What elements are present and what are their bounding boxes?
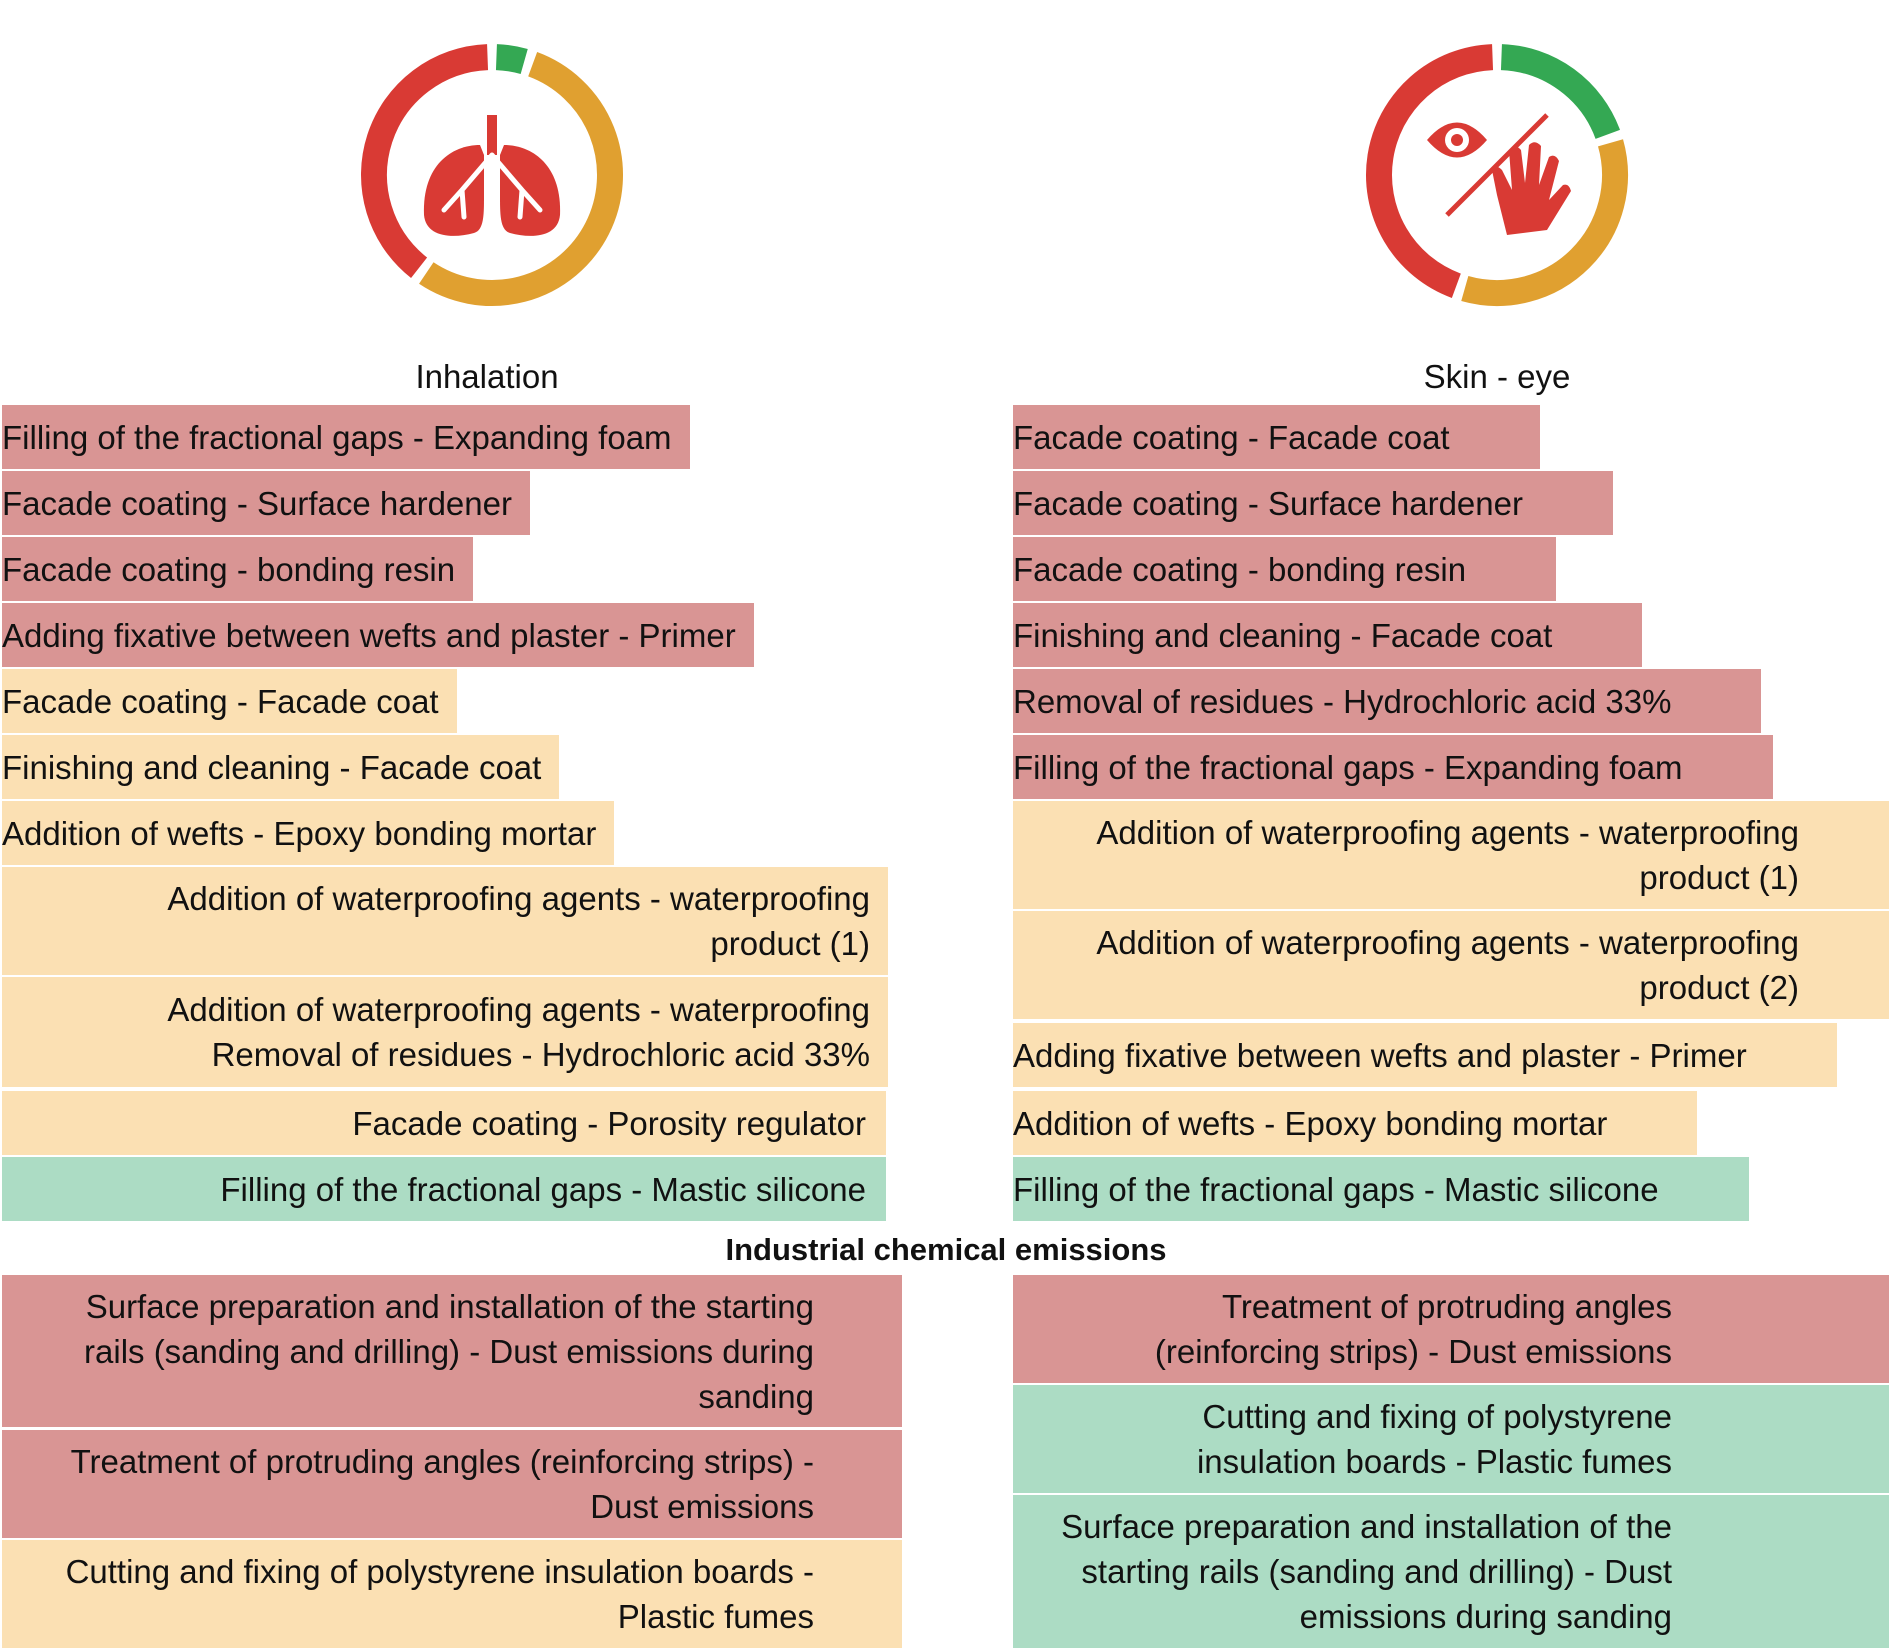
row-text: Adding fixative between wefts and plaste… xyxy=(2,616,736,654)
table-row: Addition of waterproofing agents - water… xyxy=(2,977,888,1087)
table-row: Surface preparation and installation of … xyxy=(1013,1495,1889,1648)
row-text: Addition of wefts - Epoxy bonding mortar xyxy=(1013,1104,1608,1142)
row-text: Addition of waterproofing agents - water… xyxy=(167,991,870,1073)
inhalation-title: Inhalation xyxy=(415,358,559,395)
table-row: Addition of wefts - Epoxy bonding mortar xyxy=(2,801,615,865)
row-text: Facade coating - Porosity regulator xyxy=(352,1104,866,1142)
table-row: Addition of wefts - Epoxy bonding mortar xyxy=(1013,1091,1698,1155)
table-row: Finishing and cleaning - Facade coat xyxy=(2,735,560,799)
row-text: Filling of the fractional gaps - Mastic … xyxy=(1013,1170,1659,1208)
row-text: Treatment of protruding angles (reinforc… xyxy=(1154,1288,1672,1370)
table-row: Facade coating - Surface hardener xyxy=(1013,471,1613,535)
table-row: Treatment of protruding angles (reinforc… xyxy=(2,1430,902,1538)
row-text: Facade coating - Facade coat xyxy=(1013,418,1450,456)
row-text: Filling of the fractional gaps - Mastic … xyxy=(220,1170,866,1208)
skin-eye-title: Skin - eye xyxy=(1423,358,1571,395)
lungs-icon xyxy=(423,115,561,236)
table-row: Facade coating - bonding resin xyxy=(2,537,474,601)
inhalation-ring-chart xyxy=(361,44,623,306)
row-text: Facade coating - bonding resin xyxy=(1013,550,1467,588)
row-text: Removal of residues - Hydrochloric acid … xyxy=(1013,682,1672,720)
inhalation-ring xyxy=(361,44,623,306)
row-text: Addition of waterproofing agents - water… xyxy=(167,880,870,962)
row-text: Addition of waterproofing agents - water… xyxy=(1096,924,1799,1006)
row-text: Finishing and cleaning - Facade coat xyxy=(1013,616,1553,654)
row-text: Filling of the fractional gaps - Expandi… xyxy=(1013,748,1683,786)
table-row: Surface preparation and installation of … xyxy=(2,1275,902,1427)
table-row: Filling of the fractional gaps - Expandi… xyxy=(1013,735,1773,799)
ring-segment-amber xyxy=(1461,139,1628,306)
table-row: Addition of waterproofing agents - water… xyxy=(2,867,888,975)
table-row: Cutting and fixing of polystyrene insula… xyxy=(1013,1385,1889,1493)
table-row: Cutting and fixing of polystyrene insula… xyxy=(2,1540,902,1648)
eye-hand-icon xyxy=(1427,113,1571,235)
row-text: Adding fixative between wefts and plaste… xyxy=(1013,1036,1747,1074)
ring-segment-amber xyxy=(419,52,623,306)
table-row: Finishing and cleaning - Facade coat xyxy=(1013,603,1643,667)
ring-segment-green xyxy=(1500,44,1620,140)
row-text: Facade coating - bonding resin xyxy=(2,550,456,588)
row-text: Filling of the fractional gaps - Expandi… xyxy=(2,418,672,456)
row-text: Facade coating - Surface hardener xyxy=(1013,484,1523,522)
table-row: Facade coating - Surface hardener xyxy=(2,471,530,535)
row-text: Surface preparation and installation of … xyxy=(84,1287,814,1415)
row-text: Addition of waterproofing agents - water… xyxy=(1096,814,1799,896)
table-row: Adding fixative between wefts and plaste… xyxy=(1013,1023,1837,1087)
table-row: Removal of residues - Hydrochloric acid … xyxy=(1013,669,1762,733)
row-text: Surface preparation and installation of … xyxy=(1061,1508,1672,1635)
row-text: Cutting and fixing of polystyrene insula… xyxy=(1196,1398,1672,1480)
table-row: Addition of waterproofing agents - water… xyxy=(1013,911,1889,1019)
row-text: Finishing and cleaning - Facade coat xyxy=(2,748,542,786)
table-row: Facade coating - Facade coat xyxy=(2,669,457,733)
skin-eye-ring-chart xyxy=(1366,44,1628,306)
table-row: Filling of the fractional gaps - Expandi… xyxy=(2,405,690,469)
table-row: Facade coating - Facade coat xyxy=(1013,405,1540,469)
table-row: Filling of the fractional gaps - Mastic … xyxy=(2,1157,886,1221)
skin-eye-ring xyxy=(1366,44,1628,306)
ring-segment-red xyxy=(1366,44,1494,298)
ring-segment-green xyxy=(495,44,528,75)
table-row: Filling of the fractional gaps - Mastic … xyxy=(1013,1157,1749,1221)
row-text: Facade coating - Facade coat xyxy=(2,682,439,720)
row-text: Addition of wefts - Epoxy bonding mortar xyxy=(2,814,597,852)
table-row: Treatment of protruding angles (reinforc… xyxy=(1013,1275,1889,1383)
ring-segment-red xyxy=(361,44,489,278)
table-row: Addition of waterproofing agents - water… xyxy=(1013,801,1889,909)
table-row: Facade coating - bonding resin xyxy=(1013,537,1557,601)
row-text: Cutting and fixing of polystyrene insula… xyxy=(65,1553,814,1635)
table-row: Adding fixative between wefts and plaste… xyxy=(2,603,754,667)
table-row: Facade coating - Porosity regulator xyxy=(2,1091,886,1155)
row-text: Facade coating - Surface hardener xyxy=(2,484,512,522)
row-text: Treatment of protruding angles (reinforc… xyxy=(70,1443,814,1525)
section-title: Industrial chemical emissions xyxy=(725,1232,1167,1267)
